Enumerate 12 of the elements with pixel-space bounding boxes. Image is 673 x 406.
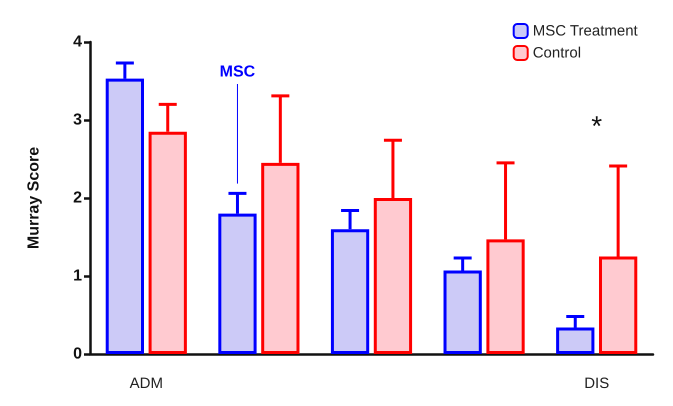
y-tick-label: 3 bbox=[73, 112, 82, 128]
annotation: * bbox=[591, 110, 602, 142]
legend-label: MSC Treatment bbox=[532, 22, 639, 40]
y-tick-label: 0 bbox=[73, 346, 82, 362]
legend-label: Control bbox=[532, 44, 582, 62]
y-axis-title: Murray Score bbox=[26, 146, 42, 250]
annotation: MSC bbox=[220, 64, 256, 80]
y-tick-label: 4 bbox=[73, 34, 82, 50]
x-tick-label: ADM bbox=[130, 375, 163, 392]
y-tick-label: 1 bbox=[73, 268, 82, 284]
y-tick-label: 2 bbox=[73, 190, 82, 206]
x-tick-label: DIS bbox=[584, 375, 610, 392]
